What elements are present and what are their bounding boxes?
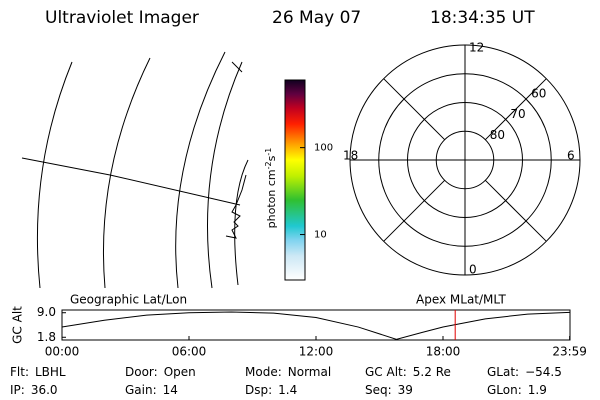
x-tick-label: 06:00 — [172, 345, 207, 359]
colorbar-tick-label: 10 — [314, 230, 327, 241]
status-label: GLat: — [487, 365, 519, 379]
map-grid — [21, 51, 249, 289]
lat-label: 60 — [531, 86, 546, 100]
altitude-frame — [61, 309, 571, 341]
polar-label: Apex MLat/MLT — [416, 293, 506, 307]
status-label: IP: — [10, 383, 25, 397]
altitude-line — [61, 311, 570, 340]
status-label: Gain: — [125, 383, 157, 397]
diag-line — [383, 179, 446, 242]
diag-line — [484, 78, 547, 141]
status-value: −54.5 — [525, 365, 562, 379]
colorbar-tick-label: 100 — [314, 143, 333, 154]
status-field: GLon: 1.9 — [487, 383, 547, 397]
mlt-label: 6 — [567, 149, 575, 163]
status-value: LBHL — [35, 365, 66, 379]
status-field: Seq: 39 — [365, 383, 413, 397]
status-value: 1.9 — [528, 383, 547, 397]
diag-line — [383, 78, 446, 141]
colorbar — [284, 79, 306, 281]
status-field: Flt: LBHL — [10, 365, 66, 379]
time: 18:34:35 UT — [430, 8, 535, 28]
x-tick-label: 12:00 — [299, 345, 334, 359]
status-field: Door: Open — [125, 365, 196, 379]
x-tick-label: 00:00 — [45, 345, 80, 359]
status-value: 1.4 — [278, 383, 297, 397]
y-tick-label: 9.0 — [37, 305, 56, 319]
status-field: Dsp: 1.4 — [245, 383, 297, 397]
status-field: GC Alt: 5.2 Re — [365, 365, 451, 379]
status-label: Mode: — [245, 365, 282, 379]
status-field: GLat: −54.5 — [487, 365, 562, 379]
lat-label: 80 — [490, 128, 505, 142]
status-field: Gain: 14 — [125, 383, 178, 397]
mlt-label: 12 — [469, 41, 484, 55]
mlt-label: 0 — [469, 263, 477, 277]
date: 26 May 07 — [272, 8, 361, 28]
title: Ultraviolet Imager — [45, 8, 199, 28]
map-label: Geographic Lat/Lon — [70, 293, 187, 307]
status-value: Normal — [288, 365, 331, 379]
lat-label: 70 — [510, 107, 525, 121]
status-label: GLon: — [487, 383, 522, 397]
altitude-ylabel: GC Alt — [11, 306, 25, 344]
status-value: 39 — [398, 383, 413, 397]
mlt-label: 18 — [343, 149, 358, 163]
status-label: Door: — [125, 365, 158, 379]
status-value: 14 — [163, 383, 178, 397]
diag-line — [484, 179, 547, 242]
status-field: IP: 36.0 — [10, 383, 58, 397]
x-tick-label: 23:59 — [552, 345, 587, 359]
status-field: Mode: Normal — [245, 365, 331, 379]
colorbar-label: photon cm-2s-1 — [264, 148, 279, 229]
y-tick-label: 1.8 — [37, 330, 56, 344]
status-label: Seq: — [365, 383, 392, 397]
status-label: Dsp: — [245, 383, 272, 397]
status-value: 5.2 Re — [413, 365, 451, 379]
status-label: GC Alt: — [365, 365, 407, 379]
status-value: Open — [164, 365, 196, 379]
status-label: Flt: — [10, 365, 29, 379]
x-tick-label: 18:00 — [426, 345, 461, 359]
status-value: 36.0 — [31, 383, 58, 397]
